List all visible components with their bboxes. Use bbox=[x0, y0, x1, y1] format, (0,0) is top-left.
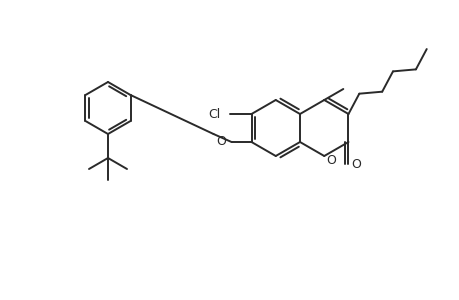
Text: O: O bbox=[325, 154, 336, 166]
Text: O: O bbox=[351, 158, 361, 170]
Text: O: O bbox=[216, 134, 226, 148]
Text: Cl: Cl bbox=[208, 107, 220, 121]
